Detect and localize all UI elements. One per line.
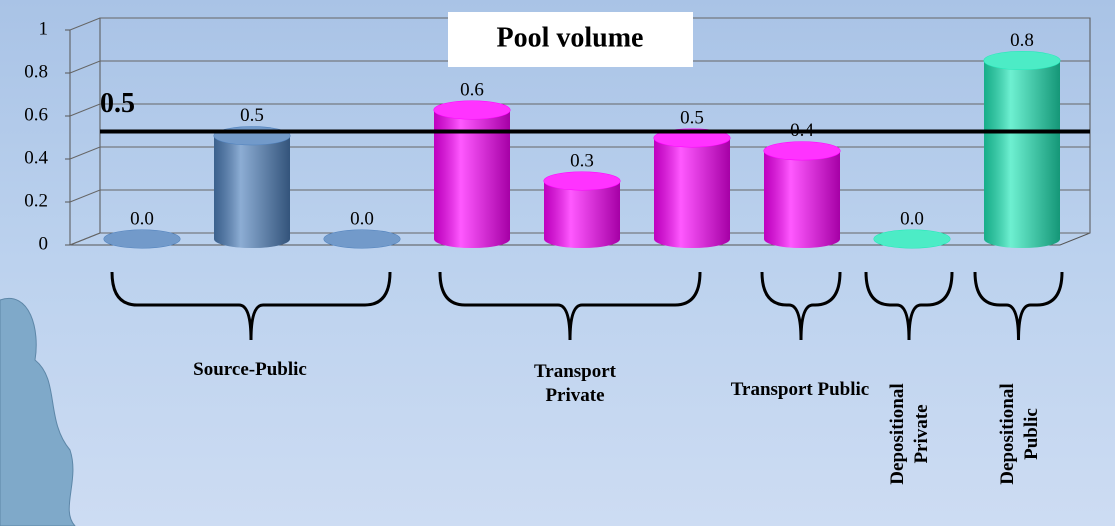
y-tick-label: 0.4 — [24, 147, 48, 168]
value-label: 0.6 — [460, 79, 484, 100]
value-label: 0.8 — [1010, 30, 1034, 51]
bar-shade — [544, 181, 620, 248]
bar-shade — [764, 151, 840, 248]
bracket — [866, 272, 952, 340]
value-label: 0.3 — [570, 150, 594, 171]
bar-shade — [984, 61, 1060, 248]
chart: Pool volume 0 0.2 0.4 0.6 0.8 1 0.0 0.5 0.0 0.6 0.… — [0, 0, 1115, 526]
y-tick-label: 0.2 — [24, 190, 48, 211]
map-decoration — [0, 298, 75, 526]
bar-top-highlight — [764, 142, 840, 160]
group-label: Source-Public — [150, 358, 350, 382]
bracket — [112, 272, 390, 340]
bracket — [762, 272, 840, 340]
value-label: 0.5 — [240, 105, 264, 126]
bar-top-highlight — [544, 172, 620, 190]
bar-top-highlight — [324, 230, 400, 248]
group-label: Transport Private — [505, 360, 645, 408]
chart-title: Pool volume — [497, 22, 644, 53]
slide: Pool volume 0 0.2 0.4 0.6 0.8 1 0.0 0.5 0.0 0.6 0.… — [0, 0, 1115, 526]
bar-shade — [654, 138, 730, 248]
bar-top-highlight — [434, 101, 510, 119]
y-tick-label: 0 — [39, 233, 49, 254]
y-tick-label: 1 — [39, 18, 49, 39]
grid-line — [70, 104, 1090, 116]
bar-top-highlight — [874, 230, 950, 248]
bracket — [975, 272, 1062, 340]
y-tick-label: 0.6 — [24, 104, 48, 125]
value-label: 0.5 — [680, 107, 704, 128]
value-label: 0.0 — [130, 208, 154, 229]
group-label: Transport Public — [730, 378, 870, 402]
bracket — [440, 272, 700, 340]
bar-top-highlight — [104, 230, 180, 248]
value-label: 0.0 — [350, 208, 374, 229]
value-label: 0.0 — [900, 208, 924, 229]
bar-shade — [214, 136, 290, 248]
y-tick-label: 0.8 — [24, 61, 48, 82]
group-label: Depositional Private — [886, 349, 934, 519]
group-label: Depositional Public — [996, 349, 1044, 519]
bar-top-highlight — [984, 52, 1060, 70]
reference-label: 0.5 — [100, 88, 135, 119]
